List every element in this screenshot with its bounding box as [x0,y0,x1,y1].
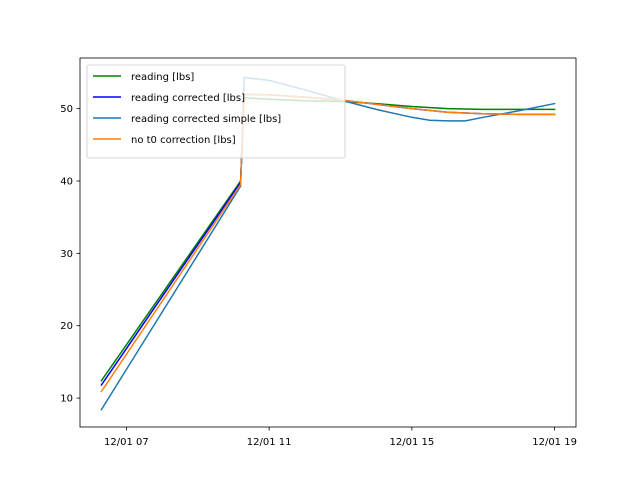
x-tick-label-0: 12/01 07 [104,437,149,448]
y-tick-label-3: 40 [60,177,73,188]
x-tick-label-1: 12/01 11 [247,437,292,448]
ticks-layer: 12/01 07 12/01 11 12/01 15 12/01 19 10 20 30 40… [60,104,577,448]
legend-label-2: reading corrected simple [lbs] [131,114,281,125]
x-tick-label-3: 12/01 19 [532,437,577,448]
plot-frame [79,57,577,428]
legend-box [86,64,346,159]
legend-label-1: reading corrected [lbs] [131,93,245,104]
legend-label-0: reading [lbs] [131,72,194,83]
legend: reading [lbs] reading corrected [lbs] read… [86,64,346,159]
y-tick-label-4: 50 [60,104,73,115]
legend-label-3: no t0 correction [lbs] [131,135,236,146]
x-tick-label-2: 12/01 15 [389,437,434,448]
y-tick-label-0: 10 [60,394,73,405]
y-tick-label-1: 20 [60,321,73,332]
y-tick-label-2: 30 [60,249,73,260]
